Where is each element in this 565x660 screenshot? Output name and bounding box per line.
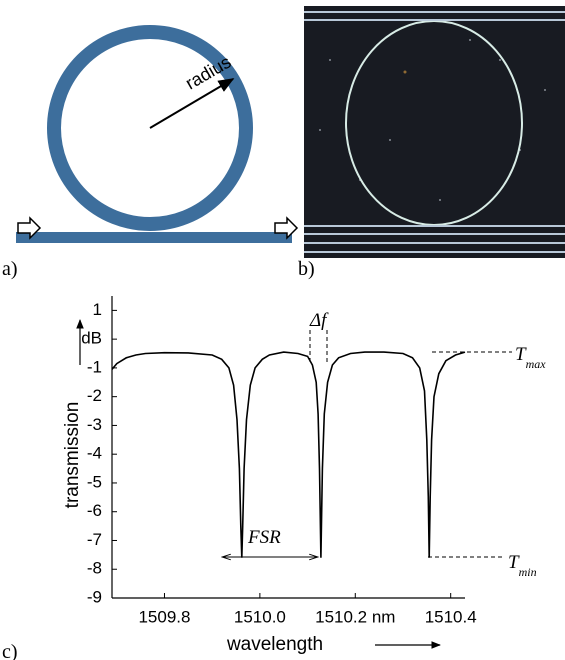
y-tick-label: -7 xyxy=(87,530,102,549)
y-tick-label: -6 xyxy=(87,501,102,520)
waveguide xyxy=(16,232,292,243)
t-max-main: T xyxy=(515,344,527,365)
ring xyxy=(47,25,253,231)
y-tick-label: 1 xyxy=(93,300,102,319)
panel-label: b) xyxy=(298,258,315,280)
panel-label: a) xyxy=(2,258,18,280)
y-tick-label: -4 xyxy=(87,444,102,463)
transmission-curve xyxy=(111,351,466,558)
t-max-sub: max xyxy=(526,357,547,371)
y-tick-label: -2 xyxy=(87,386,102,405)
x-axis-label: wavelength xyxy=(226,634,323,655)
annotation-lines xyxy=(309,330,512,558)
photo xyxy=(304,6,565,258)
x-tick-label: 1509.8 xyxy=(138,607,190,626)
input-arrow xyxy=(17,216,42,240)
radius-arrow xyxy=(149,78,235,129)
y-tick-label: -1 xyxy=(87,357,102,376)
x-tick-label: 1510.0 xyxy=(234,607,286,626)
waveguides-photo xyxy=(304,11,565,253)
delta-f-label: Δf xyxy=(309,310,329,331)
t-min-main: T xyxy=(508,552,520,573)
t-min-label: Tmin xyxy=(508,552,537,579)
y-tick-label: -9 xyxy=(87,587,102,606)
y-axis-label: transmission xyxy=(62,402,83,509)
y-tick-label: dB xyxy=(81,329,102,348)
t-min-sub: min xyxy=(519,565,537,579)
output-arrow xyxy=(274,216,299,240)
y-tick-label: -8 xyxy=(87,559,102,578)
t-max-label: Tmax xyxy=(515,344,546,371)
y-tick-label: -5 xyxy=(87,472,102,491)
photo-background xyxy=(304,6,565,258)
fsr-label: FSR xyxy=(247,527,281,548)
ring-diagram: radius xyxy=(16,25,299,243)
x-tick-label: 1510.2 nm xyxy=(315,607,395,626)
transmission-chart: transmission wavelength Δf FSR Tmax Tmin… xyxy=(62,296,546,655)
x-tick-label: 1510.4 xyxy=(425,607,477,626)
y-tick-label: -3 xyxy=(87,415,102,434)
panel-label: c) xyxy=(2,641,18,660)
